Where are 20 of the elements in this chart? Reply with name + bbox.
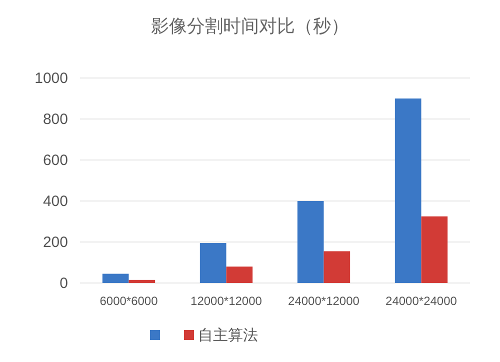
y-tick-label: 200 bbox=[42, 234, 68, 251]
bar bbox=[128, 280, 156, 283]
x-tick-label: 12000*12000 bbox=[190, 294, 262, 308]
bar bbox=[421, 216, 448, 283]
bar bbox=[324, 251, 350, 283]
y-tick-label: 0 bbox=[60, 275, 68, 292]
y-tick-label: 600 bbox=[42, 152, 68, 169]
x-tick-label: 24000*24000 bbox=[386, 294, 458, 308]
y-tick-label: 800 bbox=[42, 111, 68, 128]
x-tick-label: 6000*6000 bbox=[100, 294, 158, 308]
chart-title: 影像分割时间对比（秒） bbox=[151, 16, 349, 36]
y-tick-label: 400 bbox=[42, 193, 68, 210]
legend-label: 自主算法 bbox=[198, 327, 258, 344]
bar bbox=[394, 98, 422, 283]
bar bbox=[226, 266, 253, 283]
y-tick-label: 1000 bbox=[34, 70, 68, 87]
bar bbox=[102, 274, 129, 283]
bar bbox=[297, 201, 324, 283]
bar bbox=[200, 243, 226, 283]
x-tick-label: 24000*12000 bbox=[288, 294, 360, 308]
